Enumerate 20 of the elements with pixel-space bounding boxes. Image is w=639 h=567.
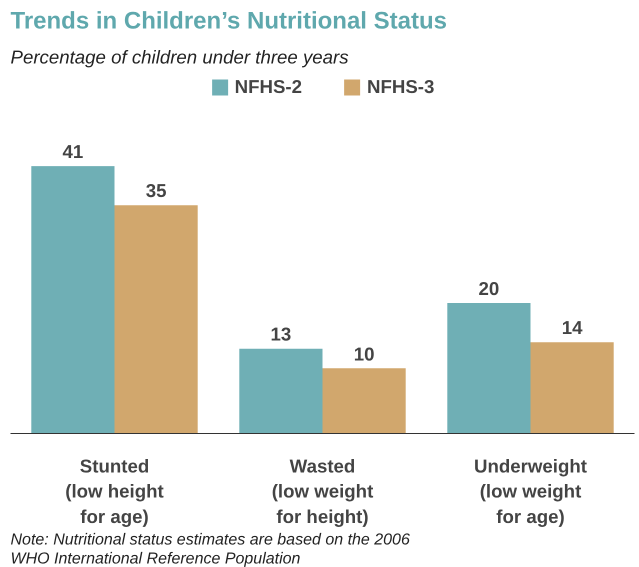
data-label: 14 [562, 317, 584, 338]
legend-label: NFHS-2 [234, 76, 302, 98]
bar [31, 166, 114, 434]
chart-title: Trends in Children’s Nutritional Status [10, 8, 447, 34]
bar [322, 368, 406, 434]
data-label: 20 [478, 278, 500, 300]
data-label: 41 [62, 141, 84, 162]
bar [239, 348, 322, 434]
text: Note: Nutritional status estimates are based on the 2006 WHO International Reference Population [10, 532, 410, 567]
x-tick-label: Wasted (low weight for height) [272, 456, 374, 527]
bar [114, 205, 198, 434]
chart-subtitle: Percentage of children under three years [10, 46, 349, 68]
data-label: 13 [270, 324, 292, 345]
x-tick-label: Stunted (low height for age) [65, 456, 164, 527]
x-tick-label: Underweight (low weight for age) [474, 456, 587, 527]
legend-label: NFHS-3 [367, 76, 434, 98]
data-label: 10 [354, 343, 374, 364]
bar [447, 303, 530, 434]
bar [530, 342, 614, 434]
data-label: 35 [146, 180, 166, 202]
